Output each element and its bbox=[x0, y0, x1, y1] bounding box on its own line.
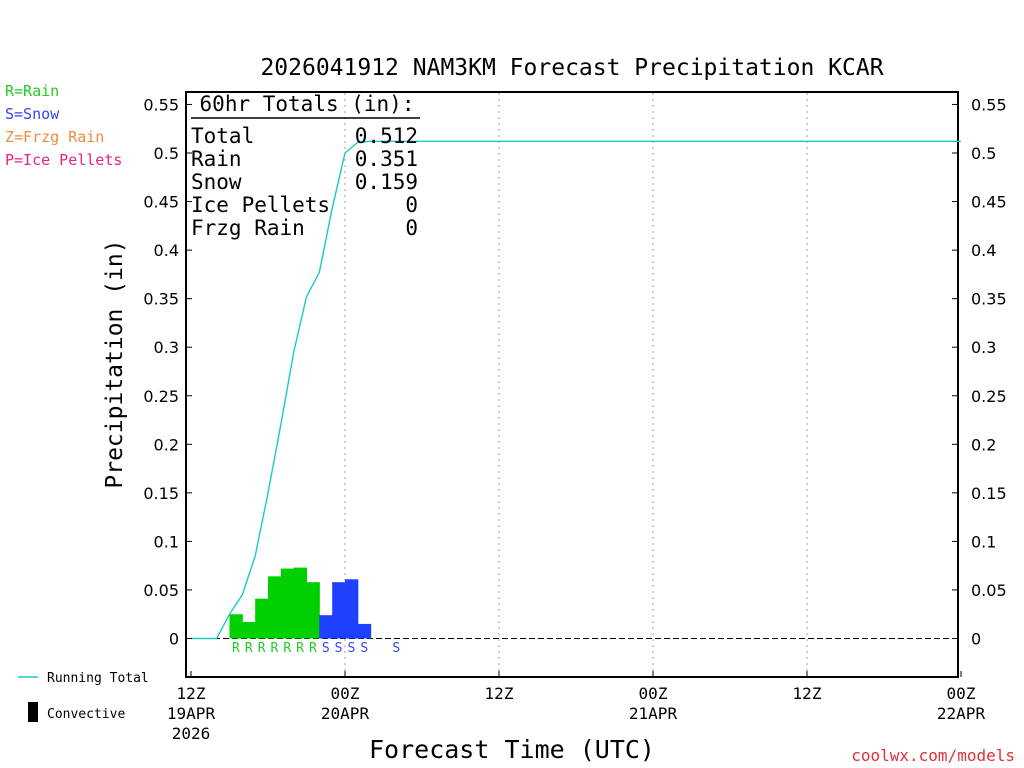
x-tick-time-3: 00Z bbox=[639, 684, 668, 703]
x-tick-date-3: 21APR bbox=[629, 704, 678, 723]
y-tick-label-right-4: 0.2 bbox=[971, 435, 996, 454]
y-tick-label-left-11: 0.55 bbox=[143, 95, 179, 114]
totals-value-4: 0 bbox=[405, 216, 418, 240]
type-marker-1: R bbox=[245, 641, 253, 656]
type-marker-9: S bbox=[348, 641, 356, 656]
y-tick-label-right-9: 0.45 bbox=[971, 193, 1007, 212]
chart-title: 2026041912 NAM3KM Forecast Precipitation… bbox=[260, 55, 883, 81]
x-tick-date-0: 19APR bbox=[167, 704, 216, 723]
y-tick-label-left-9: 0.45 bbox=[143, 193, 179, 212]
precip-bar-3 bbox=[268, 576, 282, 639]
legend-s: S=Snow bbox=[5, 105, 60, 123]
precip-bar-4 bbox=[280, 568, 295, 639]
x-tick-time-2: 12Z bbox=[485, 684, 514, 703]
y-tick-label-left-3: 0.15 bbox=[143, 484, 179, 503]
precip-bar-6 bbox=[306, 582, 320, 639]
legend-p: P=Ice Pellets bbox=[5, 151, 122, 169]
precip-bar-1 bbox=[242, 621, 256, 639]
legend-r: R=Rain bbox=[5, 82, 59, 100]
running-total-layer bbox=[191, 140, 961, 640]
y-tick-label-right-7: 0.35 bbox=[971, 290, 1007, 309]
x-tick-date-5: 22APR bbox=[937, 704, 986, 723]
y-tick-label-left-2: 0.1 bbox=[154, 532, 179, 551]
y-tick-label-left-0: 0 bbox=[169, 630, 179, 649]
y-tick-label-right-0: 0 bbox=[971, 630, 981, 649]
totals-value-1: 0.351 bbox=[355, 147, 418, 171]
type-marker-8: S bbox=[335, 641, 343, 656]
y-tick-label-left-7: 0.35 bbox=[143, 290, 179, 309]
precip-bar-5 bbox=[293, 567, 307, 639]
precip-bar-9 bbox=[345, 579, 359, 639]
totals-label-2: Snow bbox=[191, 170, 242, 194]
y-tick-label-left-8: 0.4 bbox=[154, 241, 179, 260]
x-axis-label: Forecast Time (UTC) bbox=[369, 735, 655, 764]
totals-label-0: Total bbox=[191, 124, 254, 148]
totals-box: 60hr Totals (in): Total 0.512 Rain 0.351 Sno… bbox=[191, 92, 420, 240]
y-tick-label-right-8: 0.4 bbox=[971, 241, 996, 260]
y-tick-label-left-5: 0.25 bbox=[143, 387, 179, 406]
type-marker-10: S bbox=[360, 641, 368, 656]
precip-bar-7 bbox=[319, 615, 333, 639]
y-tick-label-right-6: 0.3 bbox=[971, 338, 996, 357]
type-marker-5: R bbox=[296, 641, 304, 656]
x-tick-time-0: 12Z bbox=[177, 684, 206, 703]
totals-heading: 60hr Totals (in): bbox=[200, 92, 415, 116]
y-tick-label-right-10: 0.5 bbox=[971, 144, 996, 163]
totals-value-0: 0.512 bbox=[355, 124, 418, 148]
totals-label-3: Ice Pellets bbox=[191, 193, 330, 217]
plot-frame bbox=[185, 91, 959, 678]
y-tick-label-right-1: 0.05 bbox=[971, 581, 1007, 600]
x-tick-date-1: 20APR bbox=[321, 704, 370, 723]
totals-value-2: 0.159 bbox=[355, 170, 418, 194]
type-marker-4: R bbox=[283, 641, 291, 656]
y-tick-label-left-10: 0.5 bbox=[154, 144, 179, 163]
convective-legend-label: Convective bbox=[47, 707, 125, 722]
y-tick-label-right-5: 0.25 bbox=[971, 387, 1007, 406]
x-tick-year-0: 2026 bbox=[172, 724, 211, 743]
y-tick-label-right-3: 0.15 bbox=[971, 484, 1007, 503]
totals-label-1: Rain bbox=[191, 147, 242, 171]
precip-type-legend: R=Rain S=Snow Z=Frzg Rain P=Ice Pellets bbox=[5, 82, 122, 169]
x-tick-time-5: 00Z bbox=[947, 684, 976, 703]
precip-bar-2 bbox=[255, 598, 269, 639]
precip-bar-10 bbox=[357, 623, 372, 639]
convective-legend-swatch bbox=[28, 702, 38, 722]
y-tick-label-left-1: 0.05 bbox=[143, 581, 179, 600]
x-tick-time-4: 12Z bbox=[793, 684, 822, 703]
type-marker-7: S bbox=[322, 641, 330, 656]
gridlines bbox=[344, 93, 808, 676]
type-marker-11: S bbox=[392, 641, 400, 656]
legend-z: Z=Frzg Rain bbox=[5, 128, 104, 146]
precip-bar-0 bbox=[229, 614, 243, 639]
totals-label-4: Frzg Rain bbox=[191, 216, 305, 240]
y-tick-label-right-11: 0.55 bbox=[971, 95, 1007, 114]
precip-bar-8 bbox=[332, 582, 346, 639]
y-axis-ticks: 0 00.05 0.050.1 0.10.15 0.150.2 0.20.25 0.250.… bbox=[143, 95, 1006, 648]
bars-layer bbox=[229, 567, 372, 639]
type-marker-0: R bbox=[232, 641, 240, 656]
running-total-line bbox=[191, 140, 961, 640]
type-marker-3: R bbox=[271, 641, 279, 656]
type-marker-6: R bbox=[309, 641, 317, 656]
credit-text: coolwx.com/models bbox=[851, 746, 1015, 765]
y-tick-label-right-2: 0.1 bbox=[971, 532, 996, 551]
running-total-legend-label: Running Total bbox=[47, 671, 149, 686]
type-marker-2: R bbox=[258, 641, 266, 656]
y-tick-label-left-4: 0.2 bbox=[154, 435, 179, 454]
y-axis-label: Precipitation (in) bbox=[102, 239, 128, 488]
line-legend: Running Total Convective bbox=[18, 671, 149, 722]
x-tick-time-1: 00Z bbox=[331, 684, 360, 703]
y-tick-label-left-6: 0.3 bbox=[154, 338, 179, 357]
totals-value-3: 0 bbox=[405, 193, 418, 217]
